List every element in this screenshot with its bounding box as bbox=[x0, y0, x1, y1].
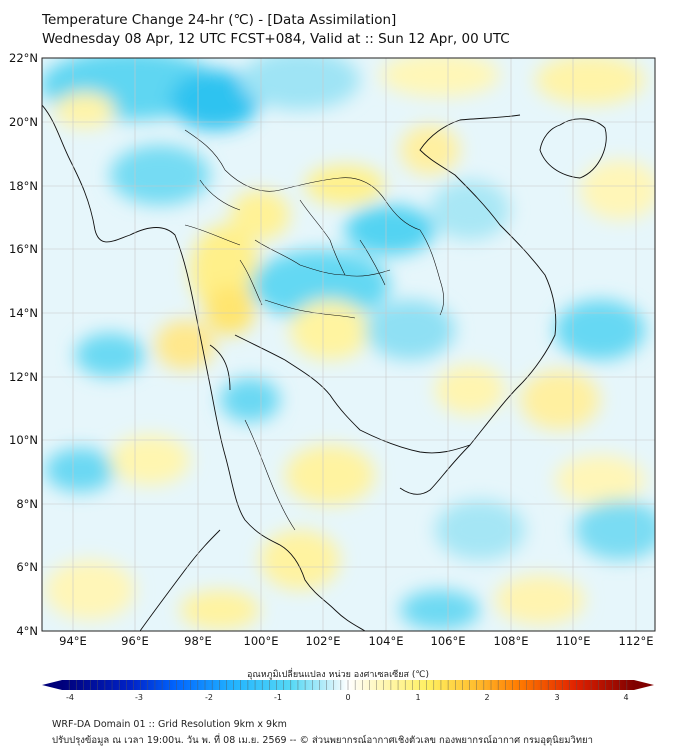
colorbar: -4 -3 -2 -1 0 1 2 3 4 bbox=[42, 680, 654, 702]
lon-axis: 94°E 96°E 98°E 100°E 102°E 104°E 106°E 1… bbox=[59, 634, 653, 648]
coastlines bbox=[42, 104, 607, 631]
lat-axis: 22°N 20°N 18°N 16°N 14°N 12°N 10°N 8°N 6… bbox=[9, 51, 38, 638]
admin-borders bbox=[184, 129, 445, 531]
colorbar-min-arrow bbox=[42, 680, 62, 690]
colorbar-label: -3 bbox=[135, 693, 143, 702]
lat-tick-label: 4°N bbox=[16, 624, 38, 638]
lon-tick-label: 104°E bbox=[369, 634, 404, 648]
lat-tick-label: 10°N bbox=[9, 433, 38, 447]
lon-tick-label: 110°E bbox=[556, 634, 591, 648]
colorbar-label: 2 bbox=[484, 693, 489, 702]
lon-tick-label: 106°E bbox=[431, 634, 466, 648]
lat-tick-label: 16°N bbox=[9, 242, 38, 256]
colorbar-max-arrow bbox=[634, 680, 654, 690]
colorbar-label: 0 bbox=[345, 693, 350, 702]
map-frame bbox=[41, 57, 656, 632]
lat-tick-label: 20°N bbox=[9, 115, 38, 129]
lon-tick-label: 112°E bbox=[619, 634, 654, 648]
lon-tick-label: 102°E bbox=[306, 634, 341, 648]
footer-model-info: WRF-DA Domain 01 :: Grid Resolution 9km … bbox=[52, 719, 287, 730]
colorbar-label: -4 bbox=[66, 693, 74, 702]
footer-credit: ปรับปรุงข้อมูล ณ เวลา 19:00น. วัน พ. ที่… bbox=[52, 735, 593, 746]
lat-tick-label: 14°N bbox=[9, 306, 38, 320]
map-title: Temperature Change 24-hr (℃) - [Data Ass… bbox=[42, 12, 397, 28]
colorbar-label: -1 bbox=[274, 693, 282, 702]
lat-tick-label: 6°N bbox=[16, 560, 38, 574]
lon-tick-label: 98°E bbox=[184, 634, 212, 648]
lat-tick-label: 22°N bbox=[9, 51, 38, 65]
lat-tick-label: 12°N bbox=[9, 370, 38, 384]
colorbar-label: 3 bbox=[554, 693, 559, 702]
map-subtitle: Wednesday 08 Apr, 12 UTC FCST+084, Valid… bbox=[42, 31, 510, 47]
colorbar-label: -2 bbox=[205, 693, 213, 702]
colorbar-title: อุณหภูมิเปลี่ยนแปลง หน่วย องศาเซลเซียส (… bbox=[246, 670, 430, 680]
lat-tick-label: 8°N bbox=[16, 497, 38, 511]
lon-tick-label: 94°E bbox=[59, 634, 87, 648]
graticule bbox=[42, 58, 655, 631]
lon-tick-label: 100°E bbox=[244, 634, 279, 648]
colorbar-label: 4 bbox=[623, 693, 628, 702]
temperature-field bbox=[42, 58, 655, 631]
lon-tick-label: 96°E bbox=[121, 634, 149, 648]
lon-tick-label: 108°E bbox=[494, 634, 529, 648]
lat-tick-label: 18°N bbox=[9, 179, 38, 193]
colorbar-label: 1 bbox=[415, 693, 420, 702]
